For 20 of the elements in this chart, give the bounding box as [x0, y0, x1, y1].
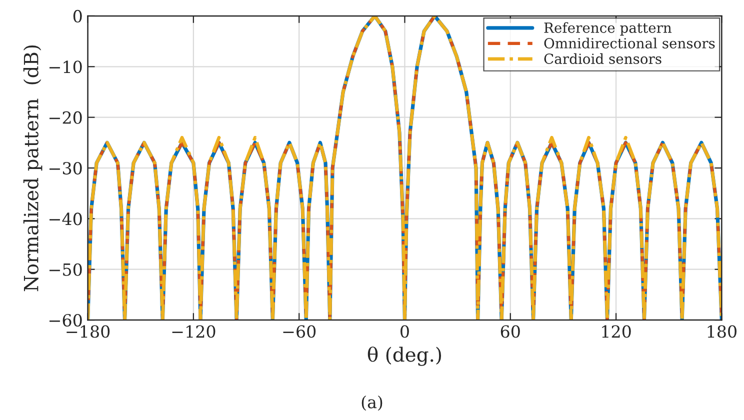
y-tick-label: −20	[50, 111, 82, 124]
x-tick-label: 180	[708, 325, 736, 338]
text: (a)	[362, 395, 382, 411]
legend-label: Reference pattern	[544, 22, 672, 36]
x-tick-label: −180	[66, 325, 110, 338]
x-tick-label: −120	[172, 325, 216, 338]
x-axis-title: θ (deg.)	[368, 346, 442, 366]
y-tick-label: −60	[50, 314, 82, 327]
x-tick-label: 60	[500, 325, 520, 338]
y-tick-label: −50	[50, 263, 82, 276]
y-tick-label: −40	[50, 212, 82, 226]
x-tick-label: −60	[283, 325, 316, 338]
legend-label: Omnidirectional sensors	[544, 38, 715, 48]
x-tick-label: 120	[602, 325, 631, 338]
y-tick-label: −10	[50, 60, 82, 74]
y-tick-label: 0	[73, 10, 82, 23]
x-tick-label: 0	[400, 325, 409, 338]
y-tick-label: −30	[50, 162, 82, 175]
y-axis-title: Normalized pattern (dB)	[23, 45, 42, 292]
legend-label: Cardioid sensors	[544, 53, 662, 64]
